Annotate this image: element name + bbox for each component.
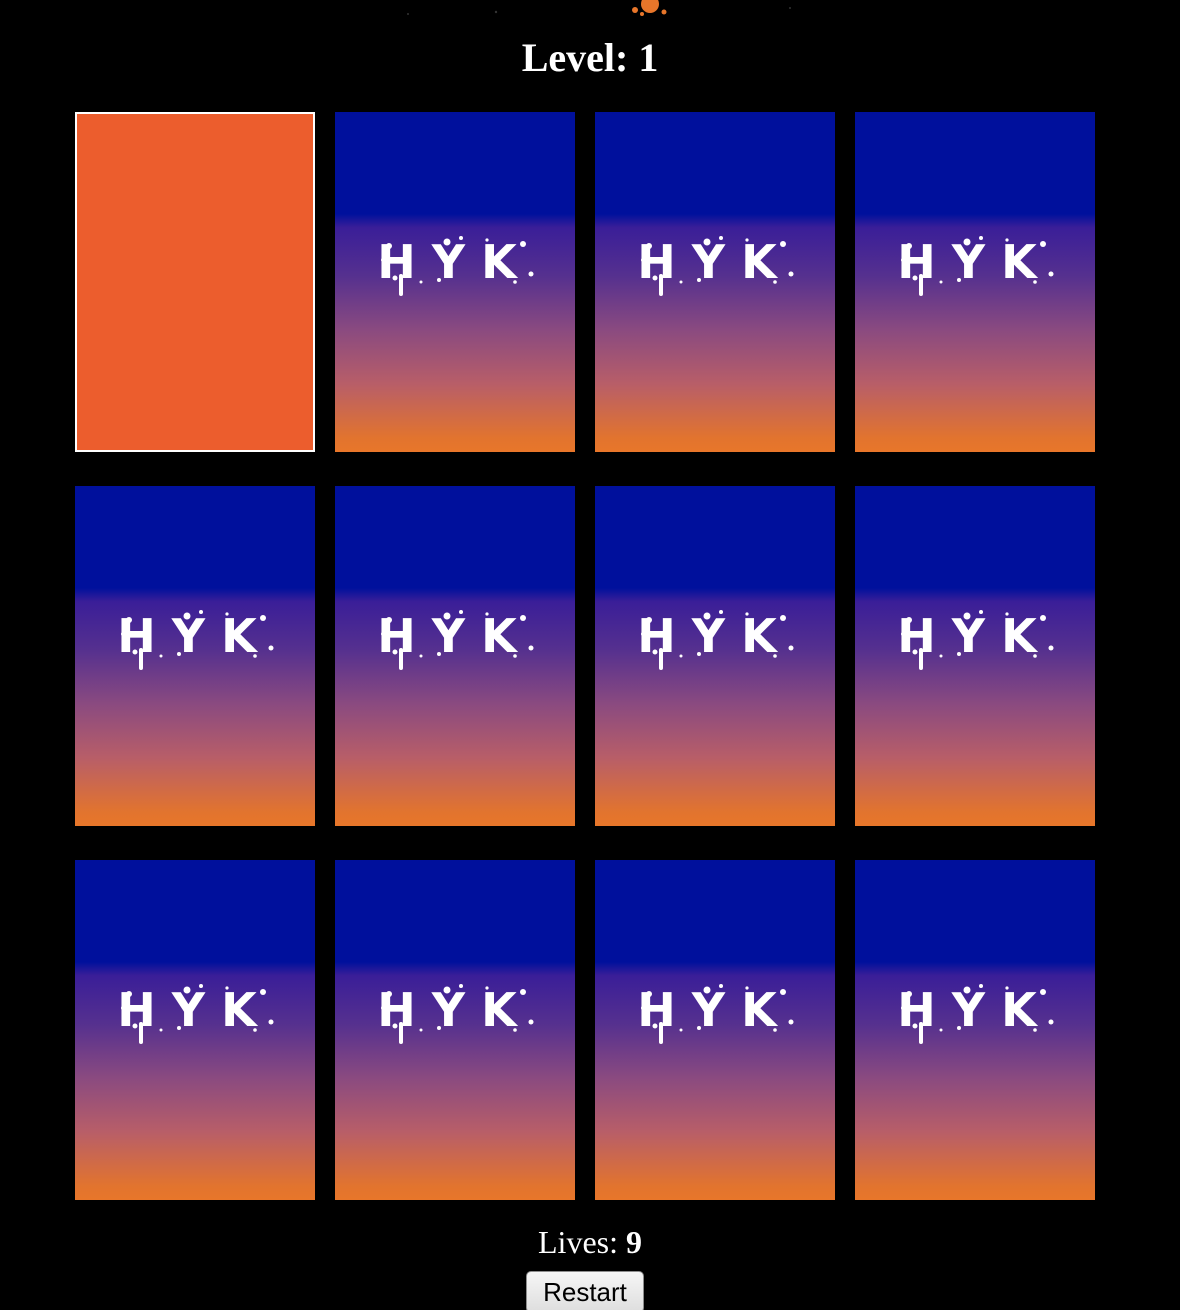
hyk-logo-icon: HYK — [75, 972, 315, 1052]
card-face-down[interactable]: HYK — [855, 860, 1095, 1200]
restart-button[interactable]: Restart — [526, 1271, 644, 1310]
lives-value: 9 — [625, 1224, 642, 1260]
hyk-logo-icon: HYK — [855, 972, 1095, 1052]
card-board: HYK HYK HYK HYK HYK HYK HYK HYK HYK HYK … — [75, 112, 1095, 1200]
card-face-down[interactable]: HYK — [75, 486, 315, 826]
hyk-logo-icon: HYK — [335, 224, 575, 304]
svg-text:HYK: HYK — [637, 609, 792, 663]
svg-text:HYK: HYK — [637, 983, 792, 1037]
hyk-logo-icon: HYK — [855, 598, 1095, 678]
card-face-down[interactable]: HYK — [335, 860, 575, 1200]
level-value: 1 — [638, 35, 659, 80]
svg-text:HYK: HYK — [897, 609, 1052, 663]
hyk-logo-icon: HYK — [595, 972, 835, 1052]
level-label: Level: — [521, 35, 629, 80]
hyk-logo-icon: HYK — [75, 598, 315, 678]
hyk-logo-icon: HYK — [595, 598, 835, 678]
hyk-logo-icon: HYK — [335, 598, 575, 678]
lives-label: Lives: — [538, 1224, 618, 1260]
card-face-down[interactable]: HYK — [335, 486, 575, 826]
svg-text:HYK: HYK — [897, 983, 1052, 1037]
card-face-down[interactable]: HYK — [855, 112, 1095, 452]
svg-text:HYK: HYK — [377, 235, 532, 289]
card-face-down[interactable]: HYK — [595, 112, 835, 452]
svg-text:HYK: HYK — [637, 235, 792, 289]
hyk-logo-icon: HYK — [335, 972, 575, 1052]
lives-indicator: Lives: 9 — [0, 1222, 1180, 1262]
card-face-down[interactable]: HYK — [855, 486, 1095, 826]
level-indicator: Level: 1 — [0, 34, 1180, 82]
header-splash-decoration — [400, 0, 800, 20]
svg-text:HYK: HYK — [377, 609, 532, 663]
card-face-down[interactable]: HYK — [335, 112, 575, 452]
card-face-down[interactable]: HYK — [75, 860, 315, 1200]
card-face-up[interactable] — [75, 112, 315, 452]
svg-text:HYK: HYK — [377, 983, 532, 1037]
svg-text:HYK: HYK — [117, 609, 272, 663]
hyk-logo-icon: HYK — [595, 224, 835, 304]
card-face-down[interactable]: HYK — [595, 860, 835, 1200]
hyk-logo-icon: HYK — [855, 224, 1095, 304]
svg-text:HYK: HYK — [897, 235, 1052, 289]
card-face-down[interactable]: HYK — [595, 486, 835, 826]
svg-text:HYK: HYK — [117, 983, 272, 1037]
